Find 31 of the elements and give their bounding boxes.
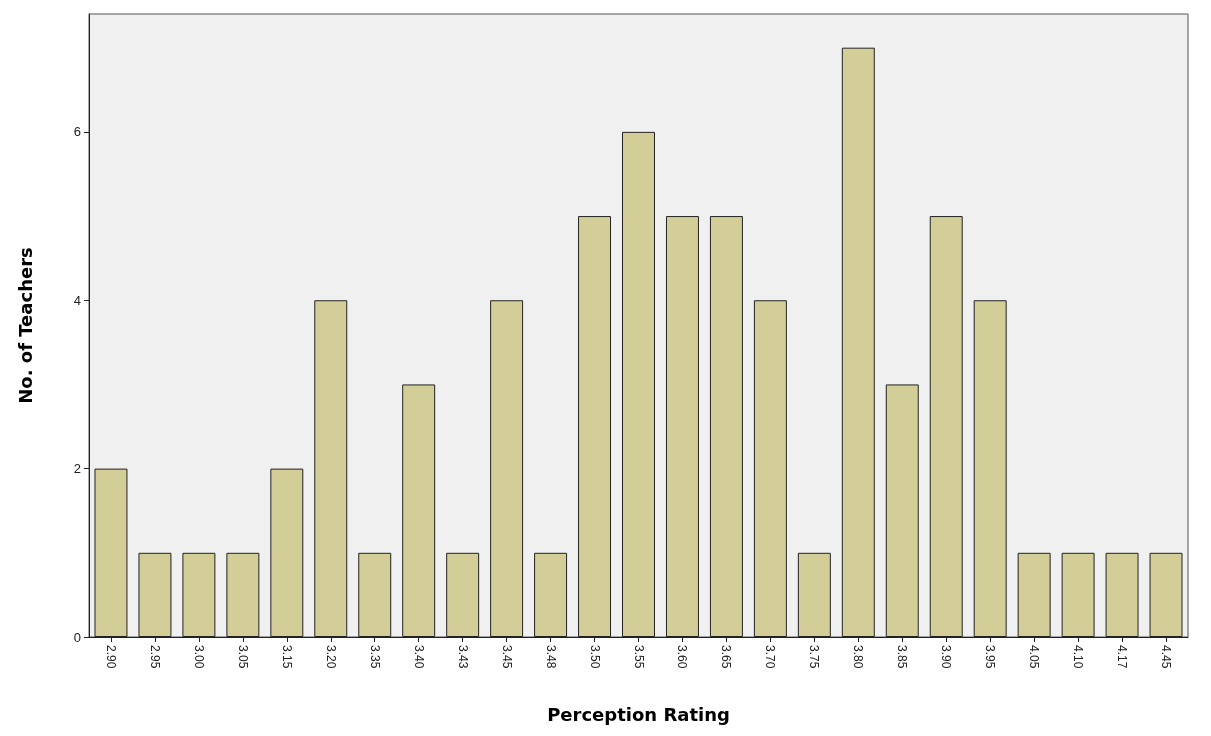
x-tick-label: 3.00 <box>191 645 206 669</box>
x-tick-label: 2.90 <box>103 645 118 669</box>
x-tick-label: 3.65 <box>719 645 734 669</box>
x-tick-label: 3.70 <box>763 645 778 669</box>
x-tick-label: 4.10 <box>1071 645 1086 669</box>
x-tick-label: 3.43 <box>455 645 470 669</box>
x-tick-label: 3.55 <box>631 645 646 669</box>
x-tick-label: 2.95 <box>147 645 162 669</box>
x-tick-label: 3.35 <box>367 645 382 669</box>
y-tick-label: 6 <box>73 124 81 140</box>
x-tick-label: 3.15 <box>279 645 294 669</box>
y-tick-label: 2 <box>73 461 81 477</box>
x-tick-label: 3.40 <box>411 645 426 669</box>
y-tick-label: 0 <box>73 629 81 645</box>
x-tick-label: 3.48 <box>543 645 558 669</box>
x-tick-label: 3.95 <box>983 645 998 669</box>
x-tick-label: 3.90 <box>939 645 954 669</box>
x-tick-label: 3.85 <box>895 645 910 669</box>
x-tick-label: 3.05 <box>235 645 250 669</box>
x-tick-label: 3.50 <box>587 645 602 669</box>
x-tick-label: 3.75 <box>807 645 822 669</box>
x-tick-label: 4.05 <box>1027 645 1042 669</box>
x-tick-label: 3.20 <box>323 645 338 669</box>
y-axis-title: No. of Teachers <box>14 247 36 404</box>
x-tick-label: 3.60 <box>675 645 690 669</box>
y-tick-label: 4 <box>73 292 81 308</box>
x-tick-label: 4.45 <box>1159 645 1174 669</box>
x-axis-title: Perception Rating <box>547 703 730 725</box>
x-tick-label: 4.17 <box>1115 645 1130 669</box>
x-tick-label: 3.45 <box>499 645 514 669</box>
x-tick-label: 3.80 <box>851 645 866 669</box>
